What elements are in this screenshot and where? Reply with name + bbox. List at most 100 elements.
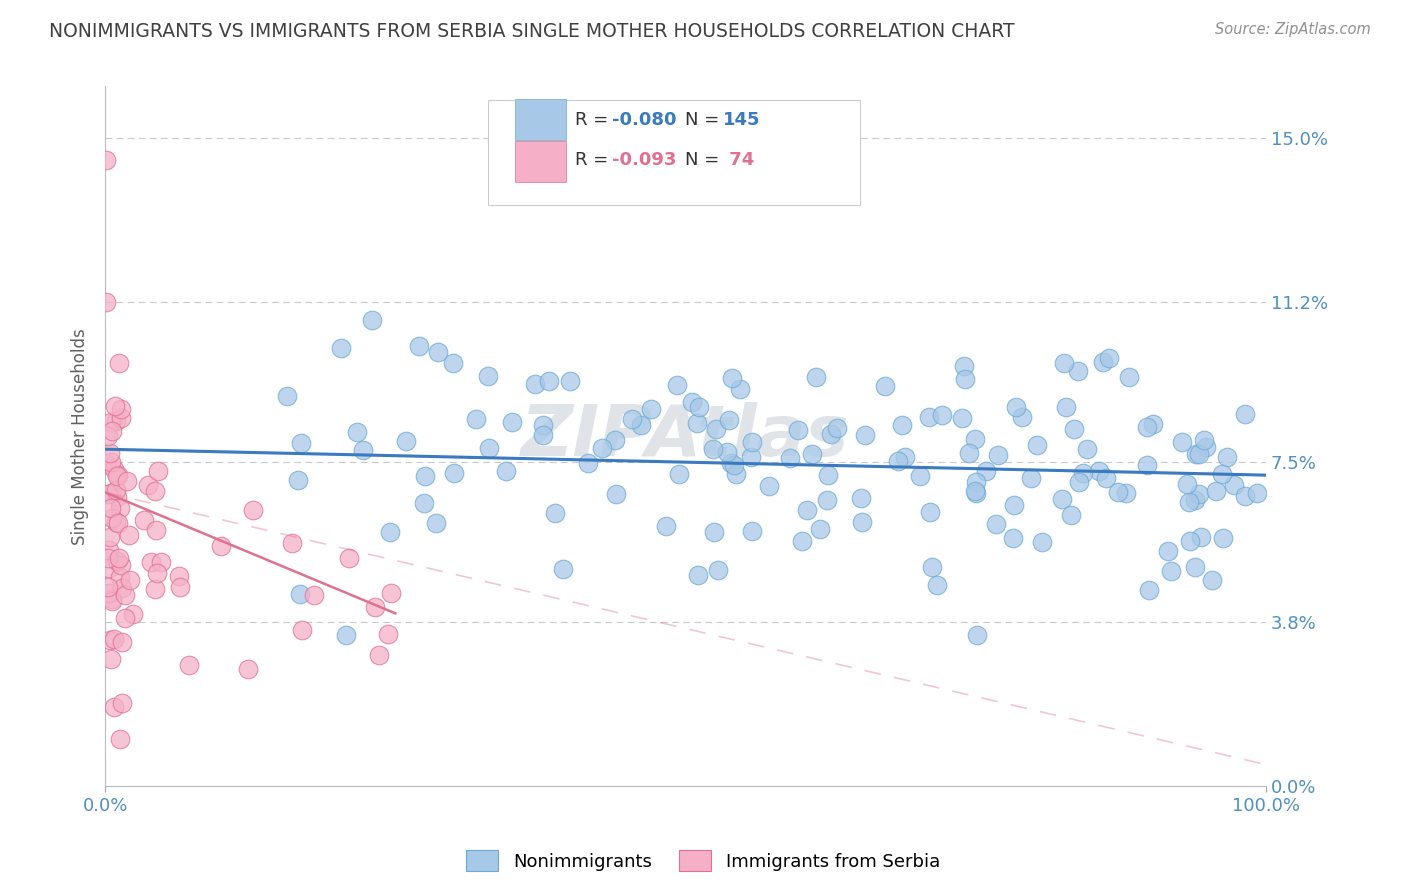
Point xyxy=(849,491,872,505)
Point xyxy=(957,446,980,460)
Point xyxy=(108,570,131,584)
Point xyxy=(1050,491,1073,506)
Point xyxy=(146,464,169,478)
Point xyxy=(1188,487,1211,501)
Point xyxy=(1026,438,1049,452)
Point xyxy=(276,388,298,402)
Point xyxy=(121,607,143,622)
Point xyxy=(103,462,125,476)
Point xyxy=(107,516,129,530)
Point xyxy=(100,446,122,460)
Point xyxy=(1118,369,1140,384)
Point xyxy=(640,402,662,417)
Text: -0.093: -0.093 xyxy=(613,151,676,169)
Point xyxy=(1115,486,1137,500)
Text: R =: R = xyxy=(575,111,614,129)
Point xyxy=(851,515,873,529)
Point xyxy=(145,523,167,537)
Point xyxy=(1185,447,1208,461)
Point xyxy=(167,569,190,583)
FancyBboxPatch shape xyxy=(515,141,567,182)
Point xyxy=(1136,458,1159,472)
Point xyxy=(146,566,169,581)
Point xyxy=(925,577,948,591)
Point xyxy=(654,519,676,533)
Point xyxy=(921,560,943,574)
Point xyxy=(169,581,191,595)
Point xyxy=(558,374,581,388)
Point xyxy=(576,456,599,470)
Point xyxy=(465,411,488,425)
Point xyxy=(108,501,131,516)
Point xyxy=(603,433,626,447)
Text: 145: 145 xyxy=(723,111,761,129)
Point xyxy=(346,425,368,439)
Point xyxy=(1233,489,1256,503)
Point xyxy=(380,586,402,600)
Point xyxy=(110,634,132,648)
Point xyxy=(242,503,264,517)
Point xyxy=(96,457,118,471)
FancyBboxPatch shape xyxy=(488,101,859,205)
Point xyxy=(413,468,436,483)
Point xyxy=(544,506,567,520)
Point xyxy=(720,456,742,470)
Point xyxy=(110,696,132,710)
Point xyxy=(107,468,129,483)
Point xyxy=(1205,484,1227,499)
Point xyxy=(408,338,430,352)
Point xyxy=(1215,450,1237,464)
Point xyxy=(1002,499,1025,513)
Point xyxy=(117,474,139,488)
Point xyxy=(101,425,124,439)
Point xyxy=(304,588,326,602)
Point xyxy=(723,458,745,472)
Point xyxy=(361,312,384,326)
Point xyxy=(98,561,121,575)
Point xyxy=(98,543,121,558)
Point xyxy=(853,428,876,442)
Point xyxy=(931,408,953,422)
Point xyxy=(101,510,124,524)
Y-axis label: Single Mother Households: Single Mother Households xyxy=(72,328,89,545)
Point xyxy=(236,662,259,676)
Point xyxy=(965,486,987,500)
Point xyxy=(291,623,314,637)
Point xyxy=(105,491,128,505)
Point xyxy=(1246,485,1268,500)
Point xyxy=(741,524,763,538)
Point xyxy=(97,550,120,565)
Point xyxy=(132,512,155,526)
Point xyxy=(368,648,391,663)
Point xyxy=(952,359,974,373)
Point xyxy=(724,467,747,481)
Point xyxy=(538,374,561,388)
Point xyxy=(531,417,554,432)
Point xyxy=(1063,422,1085,436)
Point xyxy=(1177,495,1199,509)
Point xyxy=(918,410,941,425)
Point xyxy=(551,561,574,575)
Point xyxy=(377,627,399,641)
Point xyxy=(963,484,986,499)
Point xyxy=(950,411,973,425)
Point xyxy=(97,580,120,594)
Point xyxy=(1095,471,1118,485)
Point xyxy=(114,588,136,602)
Point xyxy=(143,582,166,597)
Point xyxy=(103,632,125,647)
Point xyxy=(688,567,710,582)
Point xyxy=(820,426,842,441)
Point xyxy=(681,394,703,409)
Point xyxy=(104,400,127,414)
Text: N =: N = xyxy=(686,151,725,169)
Point xyxy=(806,370,828,384)
Point xyxy=(104,414,127,428)
Point xyxy=(955,372,977,386)
Point xyxy=(1056,401,1078,415)
Point xyxy=(98,586,121,600)
Point xyxy=(1076,442,1098,456)
Point xyxy=(114,611,136,625)
Point xyxy=(1211,467,1233,482)
Point xyxy=(965,475,987,490)
